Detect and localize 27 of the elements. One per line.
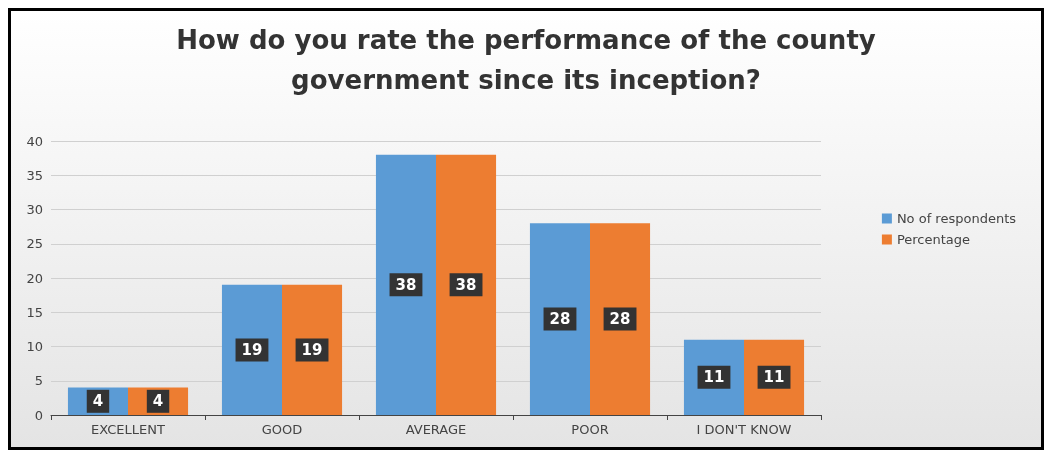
x-tick-label: POOR — [571, 422, 609, 437]
data-label: 11 — [763, 368, 785, 387]
y-tick-label: 35 — [26, 167, 43, 183]
y-tick-label: 5 — [34, 373, 43, 389]
legend-label: No of respondents — [896, 211, 1017, 226]
y-tick-label: 40 — [26, 133, 43, 149]
y-tick-label: 0 — [34, 407, 43, 423]
data-label: 28 — [609, 310, 631, 329]
y-tick-label: 30 — [26, 202, 43, 217]
y-tick-label: 15 — [26, 304, 43, 320]
chart-title: How do you rate the performance of the county government since its inception? — [176, 25, 876, 95]
x-tick-label: GOOD — [261, 422, 303, 437]
data-label: 4 — [152, 392, 164, 411]
x-tick-label: AVERAGE — [405, 422, 467, 437]
y-tick-label: 25 — [26, 236, 43, 252]
data-label: 4 — [92, 392, 104, 411]
data-label: 38 — [395, 275, 417, 294]
y-tick-label: 20 — [26, 270, 43, 286]
data-label: 28 — [549, 310, 571, 329]
legend-label: Percentage — [896, 232, 971, 247]
x-tick-label: I DON'T KNOW — [696, 422, 792, 437]
x-tick-label: EXCELLENT — [91, 422, 165, 437]
data-label: 19 — [301, 340, 323, 359]
y-tick-label: 10 — [26, 339, 43, 354]
data-label: 38 — [455, 275, 477, 294]
data-label: 19 — [241, 340, 263, 359]
data-label: 11 — [703, 368, 725, 387]
